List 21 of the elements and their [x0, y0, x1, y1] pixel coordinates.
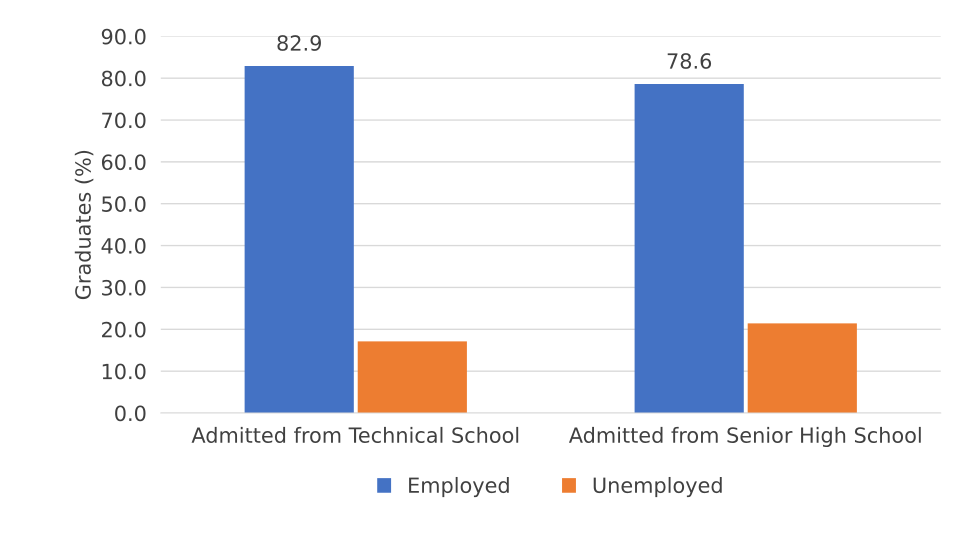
legend-label: Unemployed: [594, 476, 722, 498]
y-tick-label: 60.0: [102, 154, 146, 170]
y-tick-label: 20.0: [102, 322, 146, 338]
data-label: 78.6: [668, 53, 712, 69]
legend-label: Employed: [409, 476, 509, 498]
y-tick-label: 70.0: [102, 112, 146, 128]
bar: [748, 323, 857, 414]
y-tick-label: 90.0: [102, 28, 146, 45]
bar: [634, 84, 744, 414]
y-tick-label: 40.0: [102, 238, 146, 254]
data-label: 82.9: [277, 35, 321, 51]
y-tick-label: 30.0: [102, 280, 146, 296]
bar: [358, 341, 467, 414]
y-tick-label: 10.0: [102, 364, 146, 380]
x-tick-label: Admitted from Senior High School: [568, 426, 921, 448]
x-tick-label: Admitted from Technical School: [192, 426, 518, 444]
y-tick-label: 0.0: [115, 405, 146, 422]
y-tick-label: 80.0: [102, 70, 146, 86]
y-axis-title: Graduates (%): [74, 150, 94, 300]
y-tick-label: 50.0: [102, 196, 146, 212]
bar: [244, 66, 354, 414]
